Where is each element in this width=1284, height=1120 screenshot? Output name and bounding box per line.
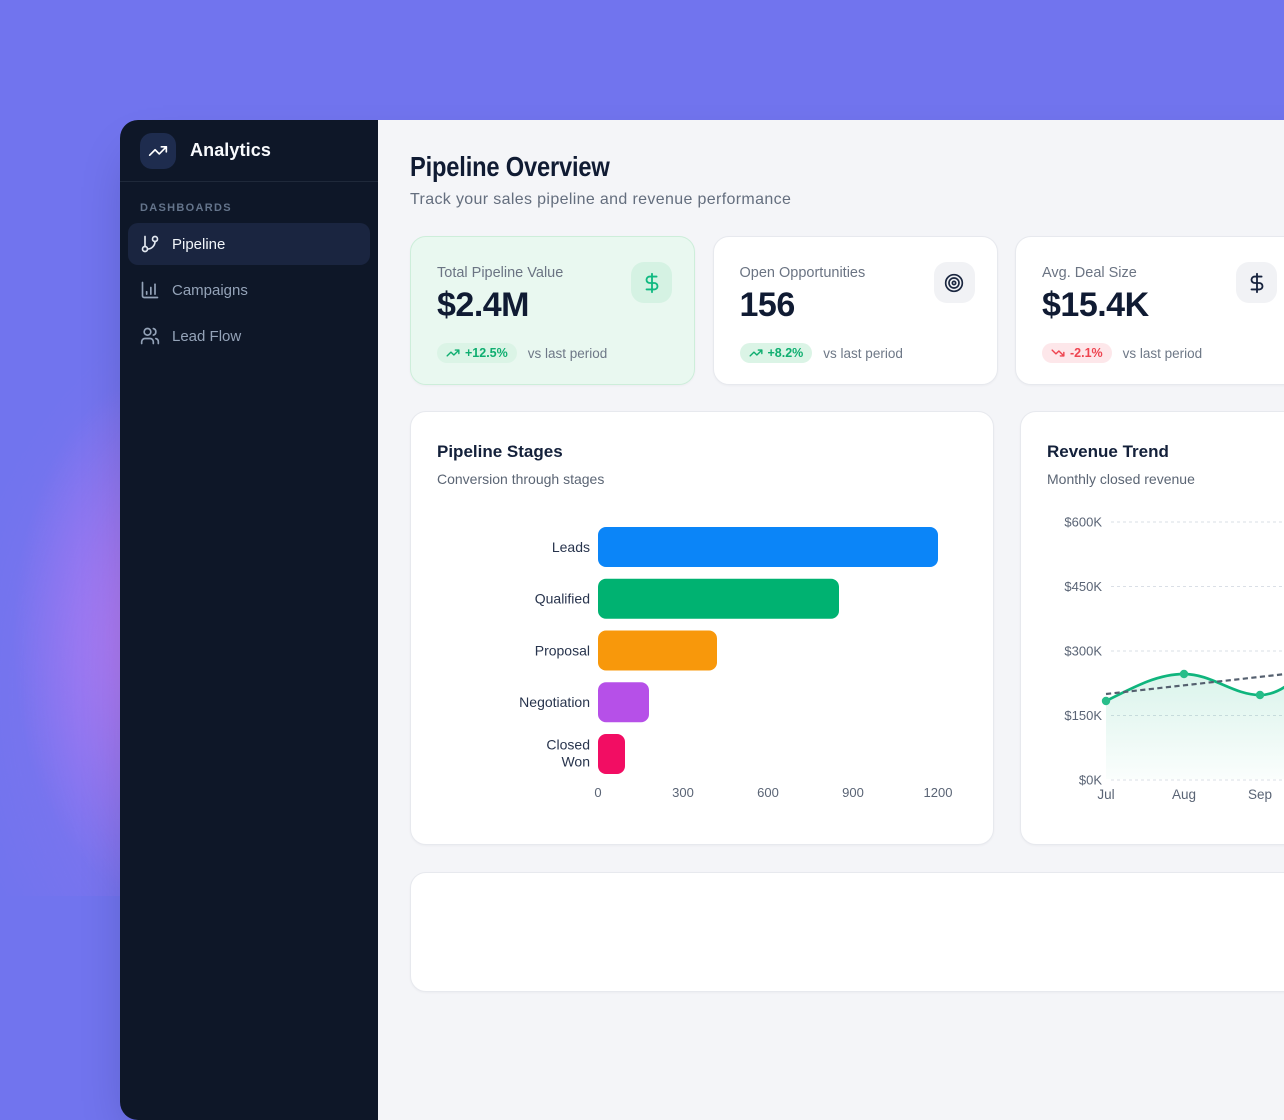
svg-text:Proposal: Proposal	[535, 643, 590, 659]
svg-text:$300K: $300K	[1064, 644, 1102, 659]
svg-text:$0K: $0K	[1079, 773, 1102, 788]
svg-text:Qualified: Qualified	[535, 591, 590, 607]
svg-text:Won: Won	[561, 754, 590, 770]
svg-text:Negotiation: Negotiation	[519, 694, 590, 710]
svg-text:$450K: $450K	[1064, 579, 1102, 594]
svg-text:Sep: Sep	[1248, 787, 1272, 802]
svg-text:300: 300	[672, 785, 694, 800]
svg-text:Leads: Leads	[552, 539, 590, 555]
svg-text:1200: 1200	[924, 785, 953, 800]
svg-text:Jul: Jul	[1097, 787, 1114, 802]
svg-text:Aug: Aug	[1172, 787, 1196, 802]
svg-text:600: 600	[757, 785, 779, 800]
svg-text:Closed: Closed	[546, 737, 590, 753]
svg-text:$150K: $150K	[1064, 708, 1102, 723]
svg-text:0: 0	[594, 785, 601, 800]
svg-text:900: 900	[842, 785, 864, 800]
svg-text:$600K: $600K	[1064, 515, 1102, 530]
